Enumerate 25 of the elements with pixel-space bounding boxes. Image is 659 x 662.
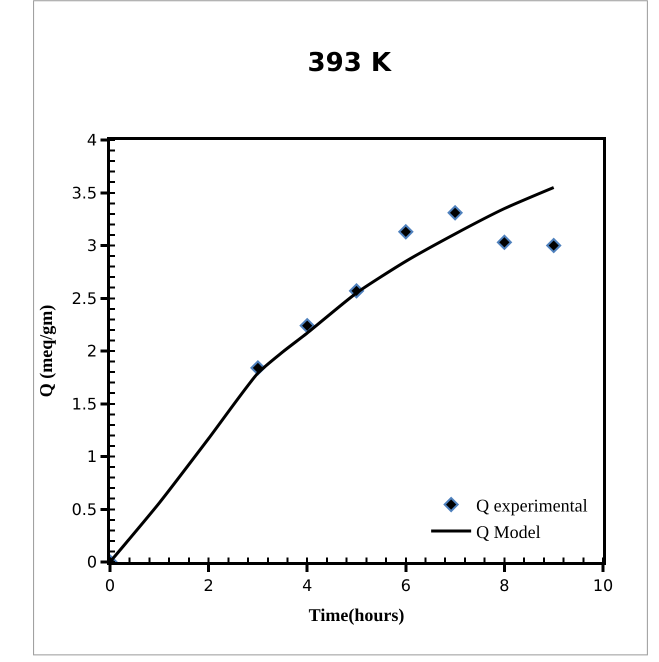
y-tick-label: 3.5 bbox=[72, 183, 98, 202]
legend-label: Q experimental bbox=[476, 496, 588, 516]
y-tick-label: 2.5 bbox=[72, 288, 98, 308]
x-tick-label: 10 bbox=[592, 576, 614, 595]
point bbox=[546, 238, 562, 253]
y-tick-label: 4 bbox=[86, 130, 98, 150]
y-axis-title: Q (meq/gm) bbox=[36, 304, 56, 398]
x-tick-label: 2 bbox=[204, 576, 214, 595]
y-tick-label: 3 bbox=[86, 236, 98, 256]
x-tick-label: 8 bbox=[499, 576, 510, 595]
x-tick-label: 6 bbox=[400, 576, 411, 595]
point bbox=[448, 205, 463, 220]
point bbox=[398, 224, 414, 240]
x-axis-title: Time(hours) bbox=[308, 605, 404, 626]
y-tick-label: 2 bbox=[86, 342, 98, 361]
x-tick-label: 0 bbox=[104, 576, 116, 595]
y-tick-label: 1 bbox=[86, 447, 98, 466]
legend-label: Q Model bbox=[476, 522, 541, 542]
y-tick-label: 0.5 bbox=[72, 500, 98, 519]
chart-title: 393 K bbox=[308, 48, 392, 78]
y-tick-label: 1.5 bbox=[72, 394, 98, 414]
y-tick-label: 0 bbox=[86, 552, 98, 572]
x-tick-label: 4 bbox=[302, 576, 312, 595]
point bbox=[300, 318, 315, 334]
point bbox=[496, 234, 512, 250]
